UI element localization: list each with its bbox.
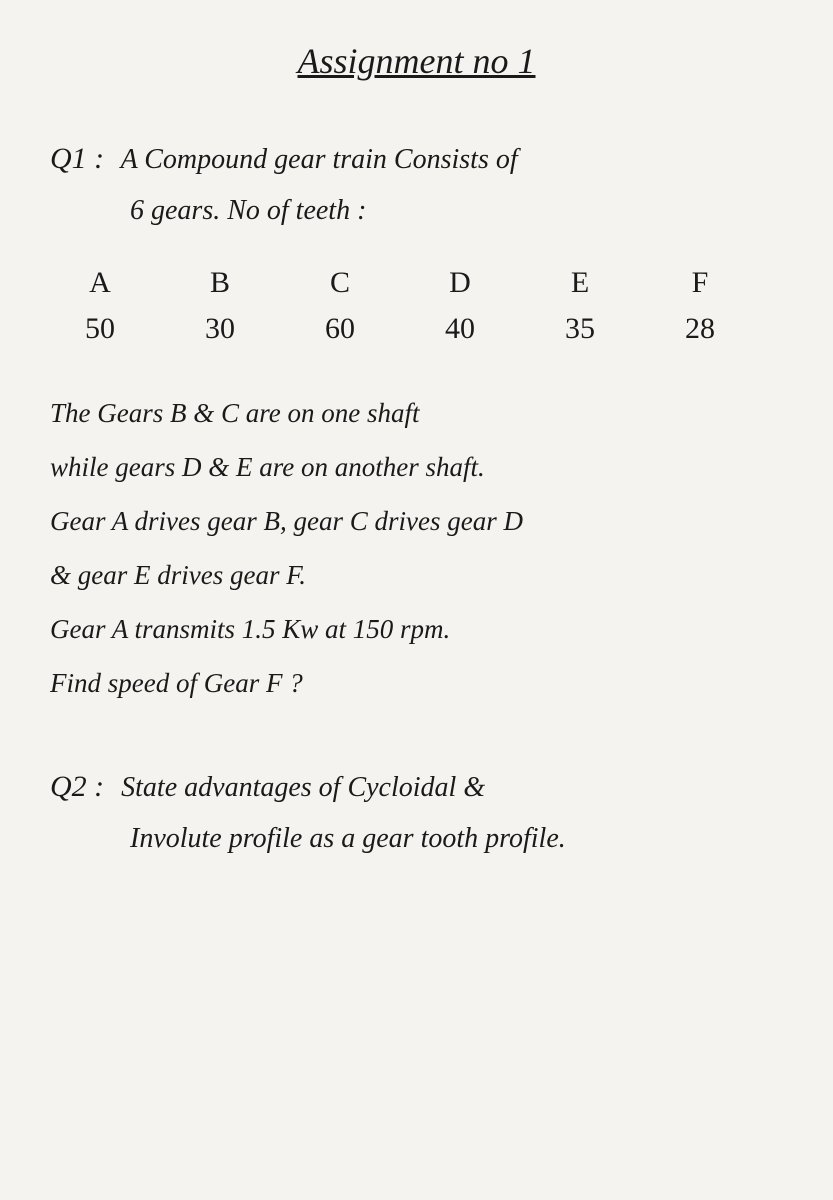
title-section: Assignment no 1 — [50, 40, 783, 82]
header-f: F — [670, 266, 730, 300]
header-b: B — [190, 266, 250, 300]
teeth-header-row: A B C D E F — [70, 266, 783, 300]
q1-line1-wrap: Q1 : A Compound gear train Consists of — [50, 132, 783, 186]
q1-label: Q1 : — [50, 142, 104, 175]
teeth-value-row: 50 30 60 40 35 28 — [70, 312, 783, 346]
q2-text-line2: Involute profile as a gear tooth profile… — [130, 814, 783, 864]
q1-text-line1: A Compound gear train Consists of — [121, 144, 518, 175]
question-2: Q2 : State advantages of Cycloidal & Inv… — [50, 760, 783, 864]
q1-body3: Gear A drives gear B, gear C drives gear… — [50, 494, 783, 548]
header-c: C — [310, 266, 370, 300]
header-e: E — [550, 266, 610, 300]
q2-label: Q2 : — [50, 770, 104, 803]
q2-text-line1: State advantages of Cycloidal & — [121, 772, 485, 803]
q1-body4: & gear E drives gear F. — [50, 548, 783, 602]
q1-text-line2: 6 gears. No of teeth : — [130, 186, 783, 236]
value-c: 60 — [310, 312, 370, 346]
value-d: 40 — [430, 312, 490, 346]
q1-body2: while gears D & E are on another shaft. — [50, 440, 783, 494]
header-a: A — [70, 266, 130, 300]
assignment-title: Assignment no 1 — [298, 40, 536, 82]
teeth-table: A B C D E F 50 30 60 40 35 28 — [70, 266, 783, 346]
q1-body6: Find speed of Gear F ? — [50, 656, 783, 710]
q1-body1: The Gears B & C are on one shaft — [50, 386, 783, 440]
value-e: 35 — [550, 312, 610, 346]
value-b: 30 — [190, 312, 250, 346]
q1-body5: Gear A transmits 1.5 Kw at 150 rpm. — [50, 602, 783, 656]
header-d: D — [430, 266, 490, 300]
q2-line1-wrap: Q2 : State advantages of Cycloidal & — [50, 760, 783, 814]
question-1: Q1 : A Compound gear train Consists of 6… — [50, 132, 783, 710]
value-a: 50 — [70, 312, 130, 346]
value-f: 28 — [670, 312, 730, 346]
